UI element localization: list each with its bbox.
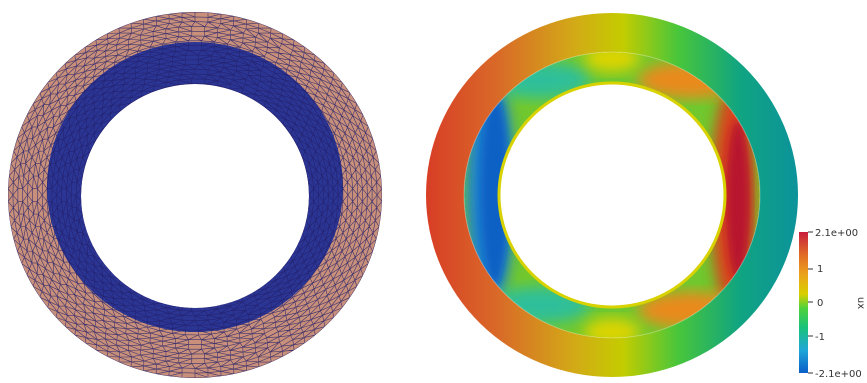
colorbar: 2.1e+00 1 0 -1 -2.1e+00 ux [799,228,866,380]
colorbar-tick-label: 0 [817,298,823,309]
field-interface-line [463,51,761,339]
mesh-view [8,12,383,378]
field-view [420,0,810,383]
colorbar-tick-label: -1 [815,332,825,343]
colorbar-gradient [799,232,808,373]
colorbar-tick-label: 1 [817,264,823,275]
field-inner-edge [497,81,727,309]
field-inner-band [420,0,810,383]
colorbar-title: ux [855,297,866,309]
colorbar-max-label: 2.1e+00 [815,228,858,239]
colorbar-min-label: -2.1e+00 [815,369,862,380]
